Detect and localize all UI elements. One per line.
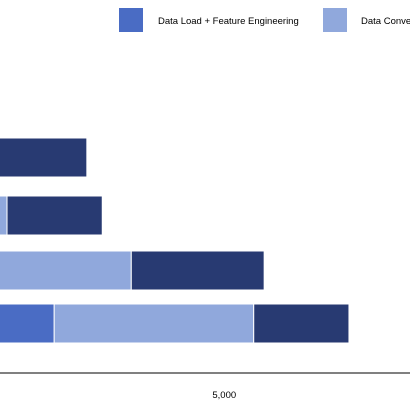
bar-segment-row3-series2 [0, 250, 132, 291]
x-tick-label: 5,000 [212, 390, 236, 401]
bar-segment-row4-series1 [0, 303, 55, 344]
legend-swatch-data-load [119, 8, 143, 32]
x-tick-labels: 5,000 [212, 390, 236, 401]
legend-swatch-data-conversion [323, 8, 347, 32]
bar-segment-row3-series3 [130, 250, 265, 291]
bar-group [0, 137, 350, 344]
legend-label-data-load: Data Load + Feature Engineering [158, 16, 299, 27]
bar-segment-row2-series2 [0, 195, 8, 236]
bar-segment-row4-series2 [53, 303, 255, 344]
bar-segment-row2-series3 [6, 195, 103, 236]
chart-legend: Data Load + Feature Engineering Data Con… [119, 8, 410, 32]
bar-segment-row1-series3 [0, 137, 88, 178]
legend-label-data-conversion: Data Conve [361, 16, 410, 27]
bar-segment-row4-series3 [253, 303, 350, 344]
